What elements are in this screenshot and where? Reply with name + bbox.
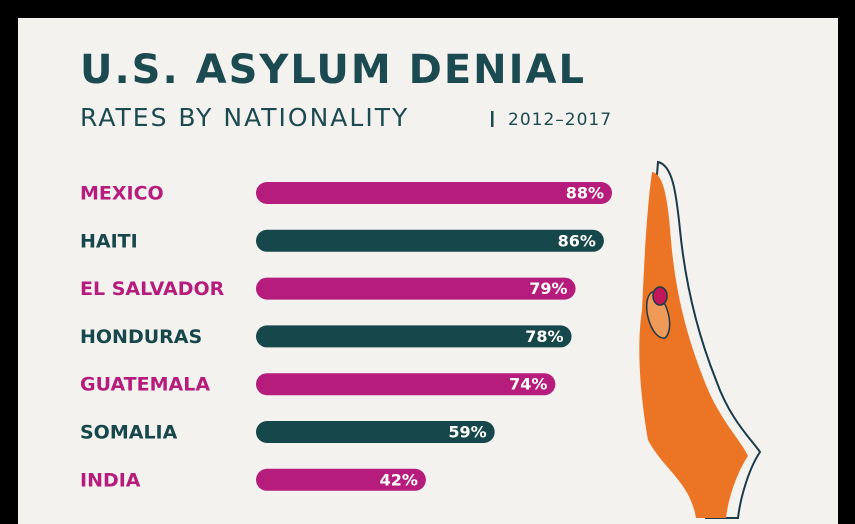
value-label: 78%	[525, 327, 563, 346]
value-label: 42%	[380, 470, 418, 489]
bar	[256, 421, 495, 443]
category-label: EL SALVADOR	[80, 278, 225, 300]
category-label: HONDURAS	[80, 326, 202, 348]
bar	[256, 325, 572, 348]
value-label: 59%	[448, 423, 486, 442]
category-label: MEXICO	[80, 183, 164, 205]
value-label: 86%	[558, 231, 596, 250]
bar	[256, 229, 604, 252]
category-label: INDIA	[80, 469, 141, 491]
bar	[256, 277, 576, 300]
bar	[256, 468, 426, 491]
category-label: HAITI	[80, 230, 138, 252]
value-label: 88%	[566, 184, 604, 203]
separator	[491, 111, 494, 127]
value-label: 79%	[529, 279, 567, 298]
chart-period: 2012–2017	[508, 110, 612, 130]
hand-illustration	[639, 160, 762, 519]
category-label: SOMALIA	[80, 422, 178, 444]
value-label: 74%	[509, 375, 547, 394]
chart-subtitle: RATES BY NATIONALITY	[80, 103, 409, 132]
bar	[256, 182, 612, 204]
chart-title: U.S. ASYLUM DENIAL	[80, 47, 586, 93]
category-label: GUATEMALA	[80, 374, 210, 396]
bar	[256, 373, 556, 396]
